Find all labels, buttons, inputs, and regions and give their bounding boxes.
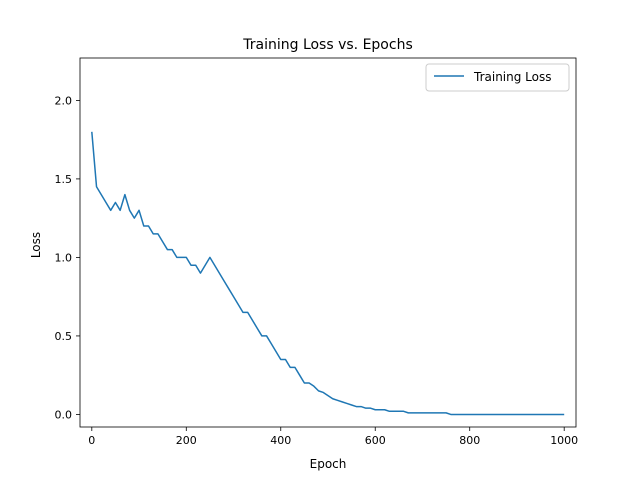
y-tick-label: 0.5 [55,330,73,343]
x-tick-label: 400 [270,434,291,447]
x-tick-label: 1000 [550,434,578,447]
x-axis-ticks: 0 200 400 600 800 1000 [88,427,578,447]
series-line-0 [91,131,565,416]
y-tick-label: 0.0 [55,408,73,421]
y-axis-label: Loss [29,232,43,258]
x-tick-label: 600 [365,434,386,447]
legend: Training Loss [425,63,570,92]
y-tick-label: 2.0 [55,94,73,107]
x-axis-label: Epoch [310,457,347,471]
x-tick-label: 200 [176,434,197,447]
y-axis-ticks: 0.0 0.5 1.0 1.5 2.0 [55,94,80,421]
x-tick-label: 800 [459,434,480,447]
series-layer [91,131,565,416]
legend-box [425,63,570,92]
x-tick-label: 0 [88,434,95,447]
plot-frame [79,57,577,428]
y-tick-label: 1.0 [55,251,73,264]
y-tick-label: 1.5 [55,173,73,186]
chart-title: Training Loss vs. Epochs [242,37,413,53]
legend-label: Training Loss [473,70,551,84]
